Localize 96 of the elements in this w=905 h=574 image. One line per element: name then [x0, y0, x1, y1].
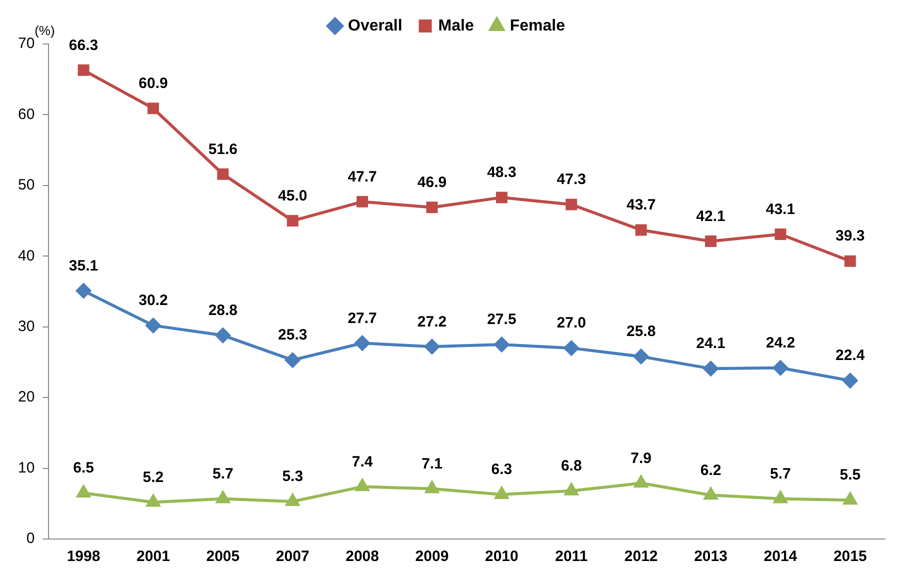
data-label: 35.1	[68, 257, 98, 274]
point	[564, 340, 579, 356]
data-label: 47.3	[556, 171, 586, 188]
x-tick-label: 2012	[624, 548, 658, 566]
data-label: 60.9	[138, 74, 168, 92]
data-label: 6.8	[560, 458, 582, 475]
data-label: 45.0	[278, 187, 308, 204]
data-label: 6.2	[700, 462, 722, 479]
x-tick-label: 2009	[415, 548, 449, 566]
point	[496, 192, 508, 204]
point	[844, 255, 856, 267]
y-tick-label: 50	[18, 176, 35, 194]
data-label: 43.7	[626, 196, 656, 214]
point	[356, 479, 369, 492]
point	[146, 318, 161, 333]
point	[634, 476, 648, 488]
data-label: 39.3	[836, 228, 865, 245]
y-tick-label: 20	[18, 388, 35, 406]
x-tick-label: 2008	[346, 548, 379, 566]
point	[216, 491, 230, 504]
point	[146, 494, 160, 507]
data-label: 7.4	[352, 453, 374, 470]
data-label: 24.2	[766, 334, 796, 352]
data-label: 30.2	[138, 292, 168, 310]
x-tick-label: 2014	[764, 548, 798, 566]
y-tick-label: 30	[18, 318, 35, 335]
point	[424, 339, 440, 354]
point	[564, 483, 578, 496]
data-label: 22.4	[836, 347, 866, 364]
point	[494, 337, 510, 352]
point	[842, 373, 858, 388]
point	[426, 202, 438, 214]
y-tick-label: 0	[26, 530, 35, 548]
data-label: 6.3	[491, 461, 512, 478]
data-label: 5.7	[770, 465, 791, 482]
data-label: 43.1	[766, 200, 796, 218]
point	[354, 336, 370, 351]
point	[285, 352, 300, 368]
legend-label: Overall	[348, 17, 402, 34]
data-label: 28.8	[208, 302, 238, 319]
point	[635, 224, 647, 236]
point	[634, 349, 649, 364]
legend-label: Female	[510, 17, 566, 34]
data-label: 5.5	[840, 466, 861, 484]
data-label: 5.2	[142, 468, 164, 486]
data-label: 27.2	[417, 313, 447, 330]
y-tick-label: 40	[18, 247, 35, 264]
point	[147, 102, 159, 114]
point	[286, 494, 300, 506]
data-label: 24.1	[696, 335, 726, 352]
point	[425, 481, 439, 494]
x-tick-label: 2011	[555, 548, 588, 566]
x-tick-label: 2005	[206, 548, 240, 566]
data-label: 51.6	[208, 140, 238, 158]
point	[704, 488, 718, 500]
data-label: 25.8	[626, 323, 656, 340]
data-label: 27.5	[487, 311, 516, 328]
point	[494, 486, 508, 499]
x-tick-label: 2013	[694, 548, 728, 566]
point	[356, 196, 368, 208]
point	[78, 64, 90, 76]
point	[774, 491, 788, 504]
point	[703, 361, 718, 376]
data-label: 27.0	[556, 314, 586, 332]
point	[566, 198, 578, 210]
x-tick-label: 1998	[66, 548, 100, 566]
point	[843, 492, 857, 505]
data-label: 5.7	[212, 465, 234, 482]
point	[774, 228, 786, 240]
data-label: 25.3	[278, 326, 308, 344]
point	[705, 236, 717, 248]
point	[215, 328, 230, 343]
data-label: 6.5	[73, 460, 94, 477]
y-tick-label: 60	[18, 106, 35, 123]
data-label: 5.3	[282, 468, 304, 486]
data-label: 7.9	[630, 450, 652, 467]
point	[76, 486, 90, 498]
x-tick-label: 2010	[485, 548, 518, 566]
point	[772, 360, 788, 376]
x-tick-label: 2001	[136, 548, 170, 566]
point	[286, 215, 298, 227]
y-axis-title: (%)	[34, 23, 55, 38]
legend-label: Male	[438, 17, 474, 34]
y-tick-label: 10	[18, 459, 35, 476]
y-tick-label: 70	[18, 35, 35, 52]
data-label: 46.9	[417, 174, 447, 191]
data-label: 48.3	[487, 164, 516, 182]
data-label: 47.7	[348, 168, 377, 186]
data-label: 66.3	[68, 36, 98, 54]
data-label: 42.1	[696, 208, 726, 225]
data-label: 7.1	[422, 455, 442, 472]
data-label: 27.7	[348, 310, 377, 327]
x-tick-label: 2015	[833, 548, 867, 566]
point	[217, 168, 229, 180]
point	[76, 283, 92, 298]
x-tick-label: 2007	[276, 548, 310, 566]
